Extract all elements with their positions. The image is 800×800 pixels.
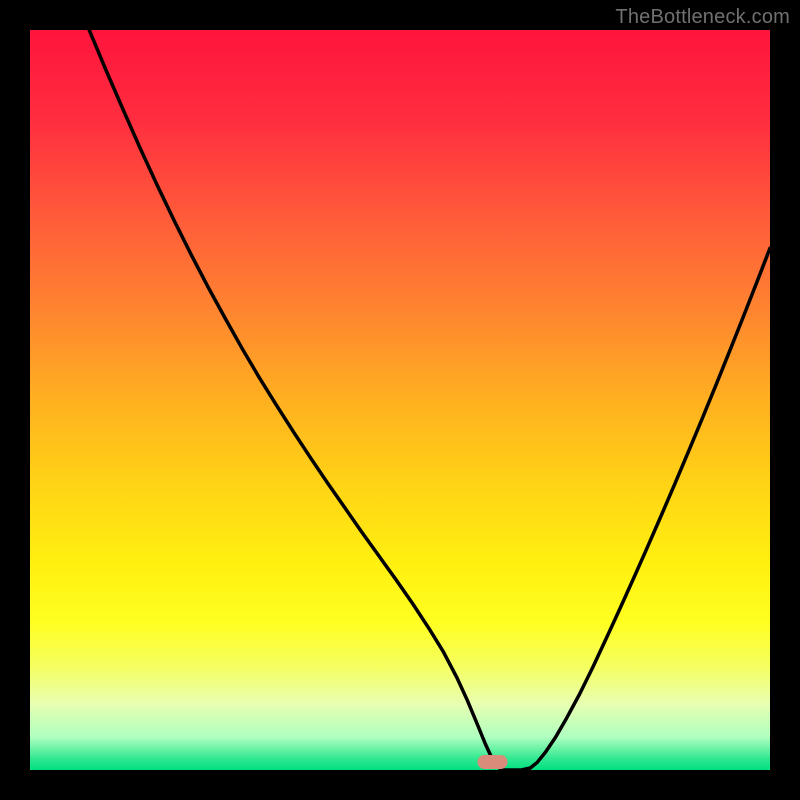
plot-gradient-background (30, 30, 770, 770)
watermark-text: TheBottleneck.com (615, 6, 790, 29)
chart-container: TheBottleneck.com (0, 0, 800, 800)
chart-svg (0, 0, 800, 800)
optimum-marker (478, 755, 508, 769)
